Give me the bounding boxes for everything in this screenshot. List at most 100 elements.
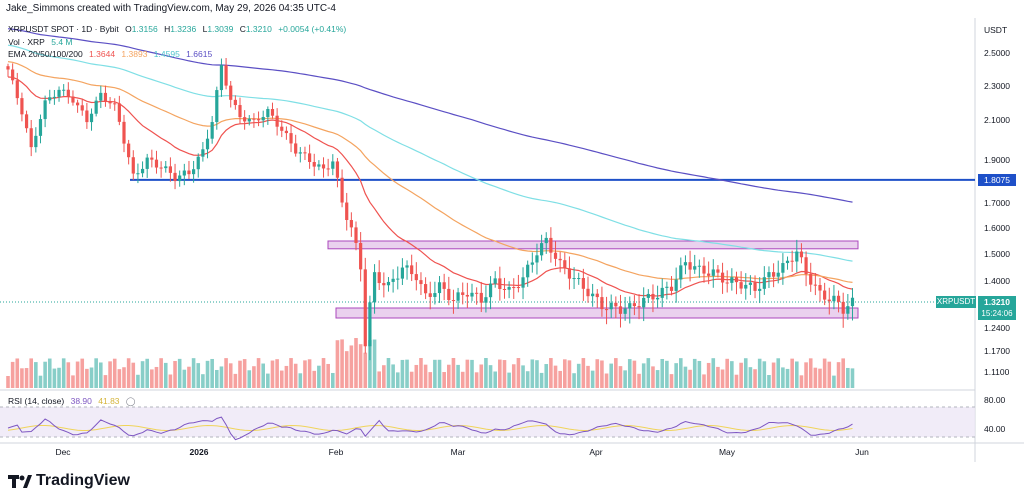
candle-body — [405, 265, 409, 268]
candle-body — [433, 293, 437, 297]
candle-body — [303, 152, 307, 154]
candle-body — [210, 122, 214, 139]
volume-bar — [372, 339, 377, 388]
tradingview-brand: TradingView — [36, 472, 130, 489]
candle-body — [131, 157, 135, 174]
candle-body — [308, 153, 312, 163]
volume-bar — [122, 367, 126, 388]
candle-body — [697, 265, 701, 267]
candle-body — [266, 109, 270, 117]
volume-bar — [581, 358, 586, 388]
candle-body — [748, 282, 752, 285]
volume-bar — [762, 361, 767, 388]
candle-body — [215, 90, 219, 123]
candle-body — [827, 299, 831, 302]
candle-body — [178, 175, 182, 182]
ema-legend[interactable]: EMA 20/50/100/200 1.3644 1.3893 1.4595 1… — [8, 49, 216, 59]
candle-body — [372, 272, 377, 303]
volume-bar — [753, 369, 757, 388]
candle-body — [776, 272, 780, 277]
volume-bar — [335, 340, 340, 388]
symbol-legend[interactable]: XRPUSDT SPOT · 1D · Bybit O1.3156 H1.323… — [8, 24, 350, 34]
volume-bar — [344, 351, 349, 388]
volume-bar — [539, 372, 544, 388]
candle-body — [679, 265, 683, 280]
rsi-ma-line — [7, 424, 853, 432]
volume-bar — [126, 358, 131, 388]
volume-bar — [358, 344, 363, 388]
candle-body — [465, 294, 469, 297]
candle-body — [563, 260, 567, 269]
candle-body — [832, 295, 836, 302]
volume-legend[interactable]: Vol · XRP 5.4 M — [8, 37, 77, 47]
candle-body — [665, 286, 669, 288]
candle-body — [456, 292, 460, 301]
candle-body — [632, 303, 636, 307]
volume-bar — [674, 363, 678, 388]
volume-bar — [238, 360, 242, 388]
candle-body — [419, 280, 423, 285]
candle-body — [809, 274, 813, 285]
candle-body — [15, 80, 19, 99]
volume-bar — [567, 360, 572, 388]
volume-bar — [665, 360, 669, 388]
author-caption: Jake_Simmons created with TradingView.co… — [6, 3, 336, 14]
volume-bar — [163, 362, 168, 388]
candle-body — [669, 286, 674, 291]
volume-bar — [47, 358, 52, 388]
candle-body — [772, 272, 776, 277]
candle-body — [484, 297, 488, 303]
support-zone — [335, 307, 859, 319]
candle-body — [224, 65, 228, 86]
volume-bar — [818, 368, 822, 388]
time-tick-label: Dec — [55, 447, 71, 457]
volume-bar — [535, 360, 539, 388]
volume-bar — [256, 358, 261, 388]
candle-body — [577, 278, 581, 280]
volume-bar — [790, 358, 794, 388]
candle-body — [437, 282, 442, 294]
volume-bar — [669, 374, 674, 388]
candle-body — [553, 252, 558, 259]
candle-body — [725, 282, 729, 284]
volume-bar — [808, 358, 813, 388]
volume-label: Vol · XRP — [8, 37, 45, 47]
volume-bar — [730, 361, 734, 388]
level-tag: 1.8075 — [978, 174, 1016, 186]
eye-icon[interactable]: ◯ — [125, 396, 136, 406]
candle-body — [108, 101, 112, 104]
candle-body — [326, 168, 330, 170]
volume-bar — [484, 358, 488, 388]
candle-body — [424, 284, 428, 294]
rsi-legend[interactable]: RSI (14, close) 38.90 41.83 ◯ — [8, 396, 139, 407]
volume-bar — [298, 373, 303, 388]
candle-body — [38, 119, 43, 136]
candle-body — [335, 161, 340, 178]
candle-body — [76, 102, 80, 106]
volume-bar — [252, 366, 256, 388]
candle-body — [470, 292, 474, 297]
candle-body — [382, 283, 386, 286]
price-tick-label: 1.1700 — [984, 346, 1010, 356]
volume-bar — [270, 360, 275, 388]
candle-body — [637, 306, 641, 308]
volume-bar — [103, 375, 108, 388]
volume-bar — [706, 362, 711, 388]
tradingview-logo[interactable]: TradingView — [8, 472, 130, 490]
candle-body — [521, 277, 525, 288]
volume-bar — [460, 371, 465, 388]
candle-body — [744, 284, 748, 289]
candle-body — [261, 116, 265, 121]
volume-bar — [247, 370, 252, 388]
volume-bar — [233, 373, 238, 388]
candle-body — [48, 97, 52, 101]
volume-bar — [711, 358, 716, 388]
tradingview-logo-icon — [8, 475, 32, 488]
candle-body — [113, 103, 117, 105]
volume-bar — [493, 371, 497, 388]
volume-bar — [43, 361, 47, 388]
volume-bar — [29, 358, 33, 388]
candle-body — [127, 143, 131, 158]
candle-body — [544, 237, 548, 244]
